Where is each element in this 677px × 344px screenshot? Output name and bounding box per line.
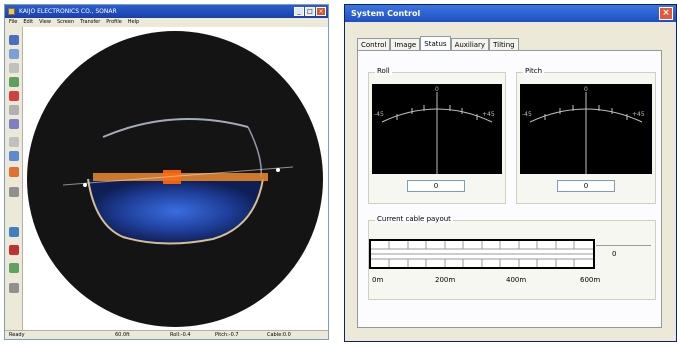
- dialog-title: System Control: [351, 9, 421, 18]
- tool-marker-icon[interactable]: [9, 119, 19, 129]
- status-range: 60.0ft: [115, 332, 130, 338]
- cable-label: CABLE: [286, 35, 327, 48]
- roll-label: ROLL: [27, 297, 59, 310]
- tool-grid-icon[interactable]: [9, 105, 19, 115]
- dialog-close-icon[interactable]: ×: [659, 7, 673, 20]
- vertical-toolbar: [5, 27, 23, 330]
- pitch-gauge: -45 0 +45: [520, 84, 652, 174]
- tool-gain-icon[interactable]: [9, 49, 19, 59]
- payout-group-label: Current cable payout: [375, 215, 453, 223]
- tab-strip: Control Image Status Auxiliary Tilting: [357, 36, 519, 51]
- payout-tick-0: 0m: [372, 276, 384, 284]
- tool-tilt-icon[interactable]: [9, 137, 19, 147]
- pitch-scale-right: +45: [632, 111, 645, 118]
- tab-auxiliary[interactable]: Auxiliary: [450, 38, 490, 51]
- roll-value: -0.4: [47, 312, 67, 322]
- tool-zoom-icon[interactable]: [9, 63, 19, 73]
- tab-image[interactable]: Image: [390, 38, 421, 51]
- menu-view[interactable]: View: [39, 19, 51, 25]
- roll-scale-center: 0: [435, 86, 439, 93]
- sonar-window-title: KAIJO ELECTRONICS CO., SONAR: [19, 8, 117, 15]
- echo-bowl-outline: [87, 178, 264, 245]
- tool-color-icon[interactable]: [9, 77, 19, 87]
- menu-profile[interactable]: Profile: [106, 19, 122, 25]
- starboard-marker: [276, 168, 280, 172]
- tool-record-icon[interactable]: [9, 91, 19, 101]
- menu-screen[interactable]: Screen: [56, 19, 75, 25]
- tool-save-icon[interactable]: [9, 263, 19, 273]
- sonar-display[interactable]: CABLE 0.0m ROLL -0.4 PITCH -0.: [23, 27, 328, 330]
- menu-edit[interactable]: Edit: [23, 19, 34, 25]
- sonar-title-bar: KAIJO ELECTRONICS CO., SONAR _ □ ×: [5, 5, 328, 18]
- tab-tilting[interactable]: Tilting: [489, 38, 519, 51]
- menu-file[interactable]: File: [9, 19, 18, 25]
- roll-gauge: -45 0 +45: [372, 84, 502, 174]
- minimize-button[interactable]: _: [294, 7, 304, 16]
- pitch-group-label: Pitch: [523, 67, 545, 75]
- tab-status[interactable]: Status: [420, 36, 451, 51]
- menu-help[interactable]: Help: [127, 19, 140, 25]
- payout-tick-400: 400m: [506, 276, 527, 284]
- port-marker: [83, 183, 87, 187]
- roll-scale-left: -45: [374, 111, 384, 118]
- pitch-value: -0.: [300, 312, 314, 322]
- dialog-title-bar: System Control ×: [345, 5, 676, 22]
- status-roll: Roll:-0.4: [170, 332, 191, 338]
- echo-upper-arc: [102, 118, 249, 138]
- close-button[interactable]: ×: [316, 7, 326, 16]
- status-cable: Cable:0.0: [267, 332, 291, 338]
- pitch-scale-left: -45: [522, 111, 532, 118]
- tool-play-icon[interactable]: [9, 227, 19, 237]
- payout-value: 0: [612, 250, 617, 258]
- echo-bright-spot: [163, 170, 181, 184]
- payout-leader-line: [596, 245, 651, 246]
- roll-group-label: Roll: [375, 67, 392, 75]
- cable-payout-bar: [369, 239, 595, 269]
- tool-stop-icon[interactable]: [9, 245, 19, 255]
- app-icon: [8, 8, 15, 15]
- cable-value: 0.0m: [293, 49, 324, 62]
- tool-measure-icon[interactable]: [9, 151, 19, 161]
- payout-tick-600: 600m: [580, 276, 601, 284]
- status-pitch: Pitch:-0.7: [215, 332, 239, 338]
- maximize-button[interactable]: □: [305, 7, 315, 16]
- payout-tick-200: 200m: [435, 276, 456, 284]
- status-bar: Ready 60.0ft Roll:-0.4 Pitch:-0.7 Cable:…: [5, 330, 328, 339]
- pitch-value-field: 0: [557, 180, 615, 192]
- status-ready: Ready: [9, 332, 25, 338]
- horizon-line: [62, 166, 294, 186]
- tool-range-icon[interactable]: [9, 35, 19, 45]
- echo-bowl: [88, 179, 263, 244]
- roll-scale-right: +45: [482, 111, 495, 118]
- menu-bar: File Edit View Screen Transfer Profile H…: [5, 18, 328, 27]
- tab-control[interactable]: Control: [357, 38, 391, 51]
- pitch-label: PITCH: [289, 297, 326, 310]
- tool-palette-icon[interactable]: [9, 167, 19, 177]
- menu-transfer[interactable]: Transfer: [80, 19, 101, 25]
- roll-value-field: 0: [407, 180, 465, 192]
- sonar-window: KAIJO ELECTRONICS CO., SONAR _ □ × File …: [4, 4, 329, 340]
- tool-print-icon[interactable]: [9, 283, 19, 293]
- sonar-image: [27, 31, 323, 327]
- tool-settings-icon[interactable]: [9, 187, 19, 197]
- pitch-scale-center: 0: [584, 86, 588, 93]
